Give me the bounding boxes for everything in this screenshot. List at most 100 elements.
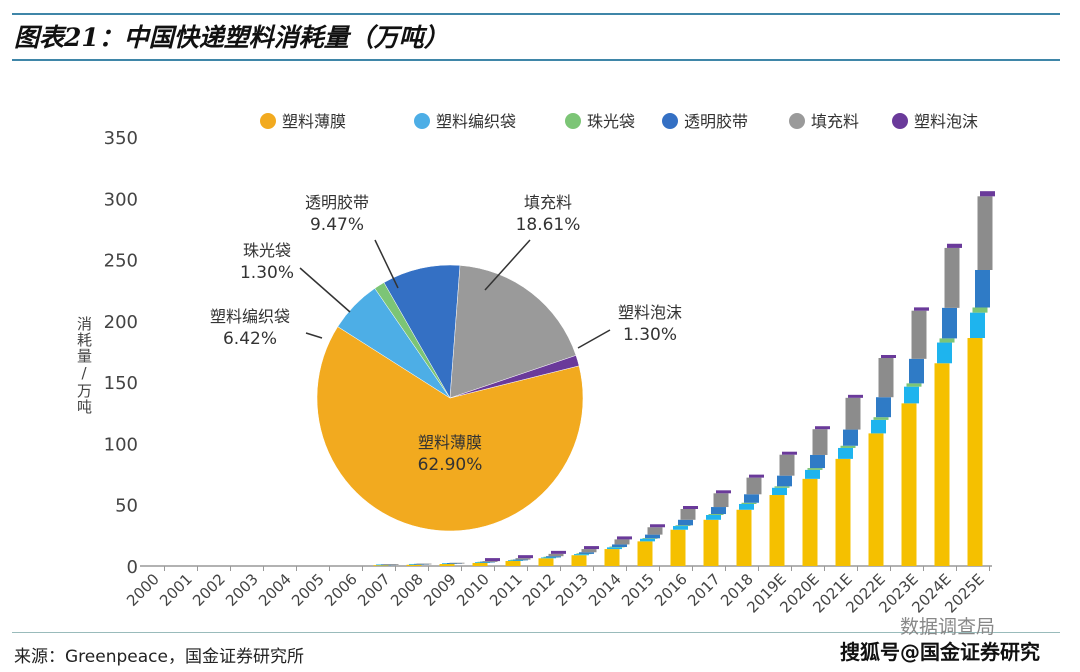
bar-segment-透明胶带 xyxy=(645,534,660,539)
legend-swatch xyxy=(565,113,581,129)
source-note: 来源：Greenpeace，国金证券研究所 xyxy=(14,647,304,667)
bar-segment-透明胶带 xyxy=(909,358,924,384)
bar-segment-塑料编织袋 xyxy=(607,547,622,550)
bar-segment-塑料泡沫 xyxy=(617,536,632,540)
bar-segment-塑料薄膜 xyxy=(373,565,389,566)
bar-segment-塑料薄膜 xyxy=(901,403,917,566)
bar-segment-填充料 xyxy=(713,493,729,508)
bar-segment-塑料编织袋 xyxy=(871,419,886,434)
bar-segment-塑料编织袋 xyxy=(805,469,820,479)
x-tick-label: 2010 xyxy=(453,570,493,610)
pie-leader-line xyxy=(484,239,531,291)
x-tick-label: 2005 xyxy=(288,570,328,610)
bar-segment-塑料编织袋 xyxy=(970,312,985,339)
y-tick-label: 350 xyxy=(104,128,138,149)
bar-segment-透明胶带 xyxy=(678,519,693,526)
pie-label-name: 填充料 xyxy=(524,193,572,212)
bar-segment-透明胶带 xyxy=(579,552,594,554)
bar-segment-塑料泡沫 xyxy=(782,451,797,455)
bar-segment-填充料 xyxy=(449,562,465,564)
bar-segment-塑料薄膜 xyxy=(967,338,983,566)
y-tick-label: 100 xyxy=(104,434,138,455)
bar-segment-填充料 xyxy=(416,563,432,565)
bar-segment-塑料泡沫 xyxy=(683,506,698,510)
bar-segment-填充料 xyxy=(614,539,630,545)
bar-segment-填充料 xyxy=(548,553,564,557)
bar-segment-塑料薄膜 xyxy=(406,564,422,566)
watermark-bottom: 搜狐号@国金证券研究 xyxy=(840,640,1040,664)
bar-segment-塑料泡沫 xyxy=(716,490,731,494)
x-tick-label: 2007 xyxy=(354,570,394,610)
pie-label-name: 珠光袋 xyxy=(243,241,291,260)
top-rule xyxy=(12,13,1060,15)
bar-segment-填充料 xyxy=(647,527,663,535)
bar-segment-透明胶带 xyxy=(744,494,759,503)
pie-label-value: 9.47% xyxy=(310,215,364,235)
bar-segment-塑料编织袋 xyxy=(838,447,853,459)
x-tick-label: 2011 xyxy=(486,570,526,610)
bottom-rule xyxy=(12,632,1060,633)
y-tick-label: 150 xyxy=(104,373,138,394)
bar-segment-填充料 xyxy=(581,549,597,553)
pie-label-value: 1.30% xyxy=(623,325,677,345)
legend-label: 填充料 xyxy=(811,112,859,131)
bar-segment-塑料薄膜 xyxy=(835,458,851,566)
y-tick-label: 300 xyxy=(104,189,138,210)
bar-segment-塑料薄膜 xyxy=(439,564,455,566)
bar-segment-填充料 xyxy=(977,196,993,270)
x-tick-label: 2006 xyxy=(321,570,361,610)
bar-segment-塑料泡沫 xyxy=(881,354,896,358)
bar-segment-塑料薄膜 xyxy=(538,558,554,566)
legend-swatch xyxy=(260,113,276,129)
pie-slice-透明胶带 xyxy=(383,264,461,399)
bar-segment-塑料泡沫 xyxy=(485,558,500,562)
bar-segment-塑料泡沫 xyxy=(551,550,566,554)
pie-leader-line xyxy=(305,332,323,339)
pie-leader-line xyxy=(374,239,399,289)
bar-segment-透明胶带 xyxy=(612,544,627,548)
bar-segment-珠光袋 xyxy=(807,468,823,470)
x-tick-label: 2012 xyxy=(519,570,559,610)
bar-segment-珠光袋 xyxy=(774,486,790,488)
pie-label-value: 18.61% xyxy=(516,215,581,235)
bar-segment-塑料编织袋 xyxy=(673,526,688,530)
figure-title: 图表21：中国快递塑料消耗量（万吨） xyxy=(14,23,449,52)
x-tick-label: 2002 xyxy=(189,570,229,610)
bar-segment-珠光袋 xyxy=(906,383,922,387)
legend-label: 塑料薄膜 xyxy=(282,112,346,131)
bar-segment-填充料 xyxy=(944,247,960,308)
bar-segment-珠光袋 xyxy=(873,417,889,420)
watermark-top: 数据调查局 xyxy=(900,616,996,638)
bar-segment-透明胶带 xyxy=(777,475,792,487)
legend-label: 透明胶带 xyxy=(684,112,748,131)
x-tick-label: 2003 xyxy=(222,570,262,610)
pie-label-name: 塑料薄膜 xyxy=(418,433,482,452)
pie-slice-塑料泡沫 xyxy=(449,355,580,399)
legend-label: 塑料泡沫 xyxy=(914,112,978,131)
x-tick-label: 2016 xyxy=(651,570,691,610)
bar-segment-透明胶带 xyxy=(843,429,858,446)
bar-segment-塑料薄膜 xyxy=(604,549,620,566)
bar-segment-塑料编织袋 xyxy=(640,538,655,542)
y-tick-label: 0 xyxy=(127,557,138,578)
bar-segment-塑料编织袋 xyxy=(508,560,523,561)
bar-segment-塑料编织袋 xyxy=(574,554,589,556)
x-tick-label: 2009 xyxy=(420,570,460,610)
bar-segment-填充料 xyxy=(680,509,696,520)
pie-label-value: 6.42% xyxy=(223,329,277,349)
x-tick-label: 2015 xyxy=(618,570,658,610)
x-tick-label: 2013 xyxy=(552,570,592,610)
bar-segment-塑料泡沫 xyxy=(914,307,929,311)
bar-segment-填充料 xyxy=(515,558,531,560)
bar-segment-塑料泡沫 xyxy=(749,474,764,478)
bar-segment-填充料 xyxy=(746,477,762,495)
bar-segment-透明胶带 xyxy=(711,507,726,515)
bar-segment-珠光袋 xyxy=(939,338,955,343)
bar-segment-塑料薄膜 xyxy=(505,560,521,566)
bar-segment-珠光袋 xyxy=(840,445,856,448)
y-tick-label: 200 xyxy=(104,312,138,333)
bar-segment-珠光袋 xyxy=(675,525,691,527)
pie-label-name: 塑料编织袋 xyxy=(210,307,290,326)
bar-segment-珠光袋 xyxy=(642,537,658,539)
bar-segment-塑料薄膜 xyxy=(703,519,719,566)
